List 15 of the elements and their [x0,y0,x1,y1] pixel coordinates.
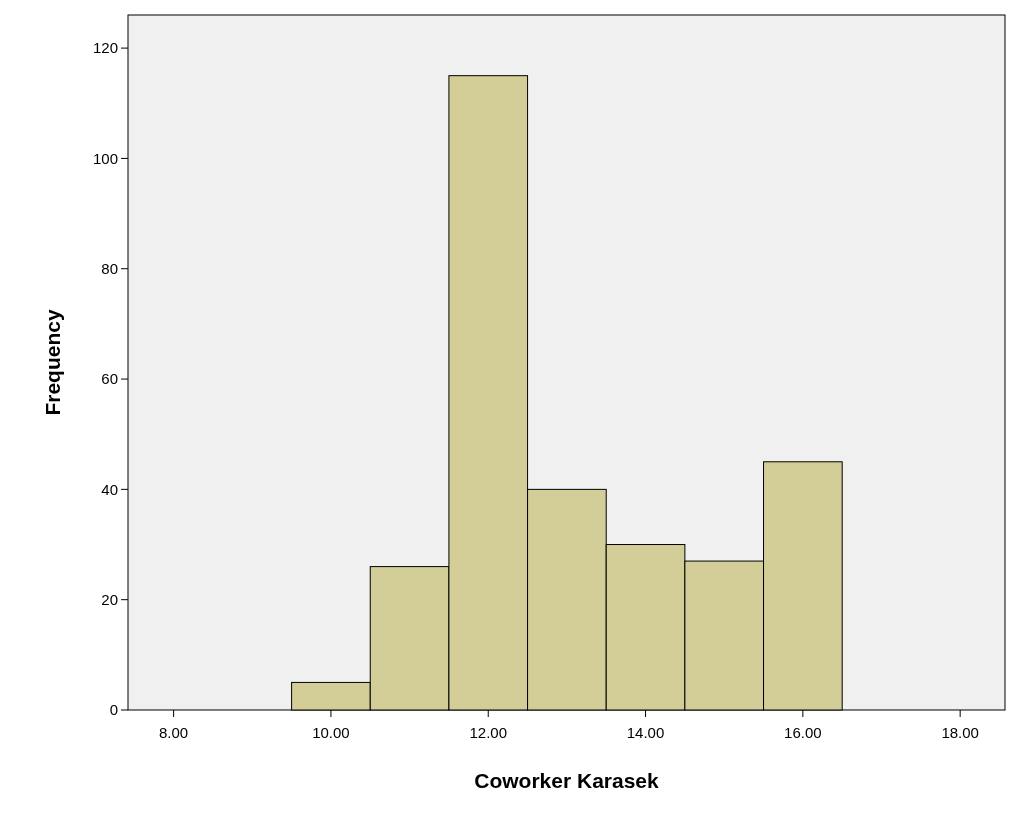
y-axis-title: Frequency [41,309,64,416]
x-tick-label: 16.00 [784,724,822,741]
y-tick-label: 60 [101,370,118,388]
y-tick-label: 80 [101,259,118,277]
y-tick-label: 0 [109,701,118,719]
x-tick-label: 18.00 [941,724,979,741]
x-tick-label: 12.00 [469,724,508,741]
y-tick-label: 40 [101,480,118,498]
x-axis-title: Coworker Karasek [474,769,660,792]
x-tick-label: 10.00 [312,724,350,741]
y-tick-label: 100 [92,149,118,167]
x-tick-label: 8.00 [159,724,189,741]
y-tick-label: 120 [92,39,118,57]
x-tick-label: 14.00 [626,724,665,741]
y-tick-label: 20 [101,590,118,608]
